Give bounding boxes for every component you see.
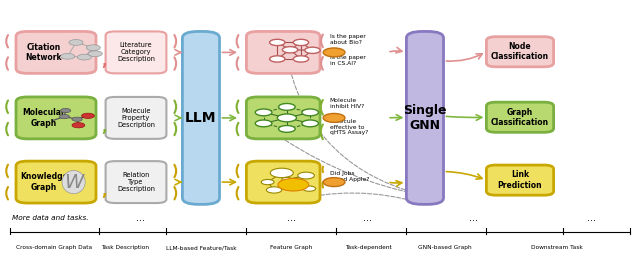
FancyBboxPatch shape — [246, 97, 320, 139]
Text: Literature
Category
Description: Literature Category Description — [117, 42, 155, 62]
Text: Knowledge
Graph: Knowledge Graph — [20, 172, 68, 192]
FancyBboxPatch shape — [16, 31, 96, 73]
Circle shape — [270, 168, 293, 178]
Circle shape — [88, 51, 102, 57]
Text: Single
GNN: Single GNN — [403, 104, 447, 132]
Text: Task Description: Task Description — [101, 245, 149, 250]
FancyBboxPatch shape — [106, 97, 166, 139]
Text: ...: ... — [364, 213, 372, 223]
Circle shape — [86, 45, 100, 51]
Text: ...: ... — [287, 213, 296, 223]
Circle shape — [77, 54, 92, 60]
Text: LLM: LLM — [185, 111, 217, 125]
Circle shape — [60, 114, 70, 119]
Text: Molecule
inhibit HIV?: Molecule inhibit HIV? — [330, 98, 364, 109]
Text: Molecular
Graph: Molecular Graph — [22, 108, 65, 128]
FancyBboxPatch shape — [486, 102, 554, 132]
Circle shape — [305, 47, 320, 53]
Text: ,: , — [101, 120, 106, 135]
Circle shape — [82, 113, 95, 118]
Circle shape — [323, 113, 345, 122]
Circle shape — [323, 48, 345, 57]
Text: W: W — [64, 173, 83, 192]
Text: GNN-based Graph: GNN-based Graph — [418, 245, 472, 250]
Circle shape — [293, 39, 308, 46]
Circle shape — [278, 178, 308, 191]
Circle shape — [293, 56, 308, 62]
FancyBboxPatch shape — [16, 161, 96, 203]
Text: Citation
Network: Citation Network — [26, 43, 62, 62]
Text: Cross-domain Graph Data: Cross-domain Graph Data — [17, 245, 92, 250]
Circle shape — [302, 109, 319, 116]
FancyBboxPatch shape — [486, 37, 554, 67]
Circle shape — [282, 47, 298, 53]
Circle shape — [72, 117, 83, 121]
Text: Molecule
effective to
qHTS Assay?: Molecule effective to qHTS Assay? — [330, 119, 368, 135]
Text: ...: ... — [136, 213, 145, 223]
FancyBboxPatch shape — [16, 97, 96, 139]
Text: Relation
Type
Description: Relation Type Description — [117, 172, 155, 192]
Circle shape — [61, 53, 75, 59]
Text: ,: , — [101, 54, 106, 69]
FancyBboxPatch shape — [182, 31, 220, 204]
Circle shape — [69, 40, 83, 45]
Text: ,: , — [101, 184, 106, 199]
Circle shape — [298, 172, 314, 179]
Circle shape — [255, 109, 272, 116]
FancyBboxPatch shape — [106, 31, 166, 73]
Circle shape — [303, 186, 316, 191]
Text: ...: ... — [469, 213, 478, 223]
Circle shape — [261, 179, 274, 185]
Text: More data and tasks.: More data and tasks. — [12, 215, 88, 221]
Text: Is the paper
about Bio?: Is the paper about Bio? — [330, 34, 365, 45]
FancyBboxPatch shape — [106, 161, 166, 203]
Text: Is the paper
in CS.AI?: Is the paper in CS.AI? — [330, 55, 365, 66]
Circle shape — [255, 120, 272, 127]
FancyBboxPatch shape — [246, 31, 320, 73]
Circle shape — [269, 56, 285, 62]
Circle shape — [277, 114, 296, 122]
Text: ...: ... — [588, 213, 596, 223]
Circle shape — [61, 108, 71, 113]
FancyBboxPatch shape — [406, 31, 444, 204]
Text: Node
Classification: Node Classification — [491, 42, 549, 62]
Circle shape — [282, 177, 292, 182]
Circle shape — [323, 178, 345, 187]
Text: Downstream Task: Downstream Task — [531, 245, 582, 250]
FancyBboxPatch shape — [486, 165, 554, 195]
Text: Link
Prediction: Link Prediction — [498, 170, 542, 190]
Circle shape — [72, 123, 85, 128]
FancyBboxPatch shape — [246, 161, 320, 203]
Text: Did Jobs
found Apple?: Did Jobs found Apple? — [330, 171, 369, 182]
Text: Graph
Classification: Graph Classification — [491, 107, 549, 127]
Circle shape — [266, 187, 282, 193]
Text: Task-dependent: Task-dependent — [344, 245, 392, 250]
Circle shape — [279, 179, 307, 190]
Text: Molecule
Property
Description: Molecule Property Description — [117, 108, 155, 128]
Circle shape — [269, 39, 285, 46]
Circle shape — [302, 120, 319, 127]
Circle shape — [278, 125, 295, 132]
Text: Feature Graph: Feature Graph — [270, 245, 312, 250]
Text: LLM-based Feature/Task: LLM-based Feature/Task — [166, 245, 237, 250]
Circle shape — [278, 103, 295, 110]
